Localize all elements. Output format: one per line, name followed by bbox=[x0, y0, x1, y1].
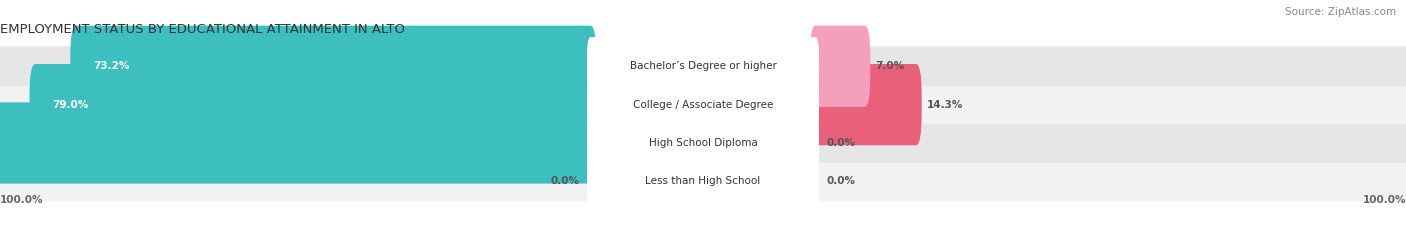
Text: 0.0%: 0.0% bbox=[827, 138, 855, 148]
Text: 79.0%: 79.0% bbox=[53, 100, 89, 110]
FancyBboxPatch shape bbox=[588, 75, 818, 134]
FancyBboxPatch shape bbox=[588, 37, 818, 96]
Text: College / Associate Degree: College / Associate Degree bbox=[633, 100, 773, 110]
FancyBboxPatch shape bbox=[30, 64, 596, 145]
FancyBboxPatch shape bbox=[588, 114, 818, 172]
FancyBboxPatch shape bbox=[0, 161, 1406, 201]
Text: 0.0%: 0.0% bbox=[551, 176, 581, 186]
FancyBboxPatch shape bbox=[0, 85, 1406, 125]
Text: 100.0%: 100.0% bbox=[1362, 195, 1406, 206]
Text: Source: ZipAtlas.com: Source: ZipAtlas.com bbox=[1285, 7, 1396, 17]
FancyBboxPatch shape bbox=[810, 64, 922, 145]
Text: Bachelor’s Degree or higher: Bachelor’s Degree or higher bbox=[630, 61, 776, 71]
FancyBboxPatch shape bbox=[70, 26, 596, 107]
Text: 0.0%: 0.0% bbox=[827, 176, 855, 186]
Text: 73.2%: 73.2% bbox=[93, 61, 129, 71]
Text: Less than High School: Less than High School bbox=[645, 176, 761, 186]
FancyBboxPatch shape bbox=[0, 123, 1406, 163]
Text: High School Diploma: High School Diploma bbox=[648, 138, 758, 148]
FancyBboxPatch shape bbox=[0, 46, 1406, 86]
Text: 100.0%: 100.0% bbox=[0, 195, 44, 206]
Text: EMPLOYMENT STATUS BY EDUCATIONAL ATTAINMENT IN ALTO: EMPLOYMENT STATUS BY EDUCATIONAL ATTAINM… bbox=[0, 23, 405, 36]
Text: 14.3%: 14.3% bbox=[927, 100, 963, 110]
FancyBboxPatch shape bbox=[0, 102, 596, 184]
FancyBboxPatch shape bbox=[810, 26, 870, 107]
FancyBboxPatch shape bbox=[588, 152, 818, 210]
Text: 7.0%: 7.0% bbox=[875, 61, 904, 71]
